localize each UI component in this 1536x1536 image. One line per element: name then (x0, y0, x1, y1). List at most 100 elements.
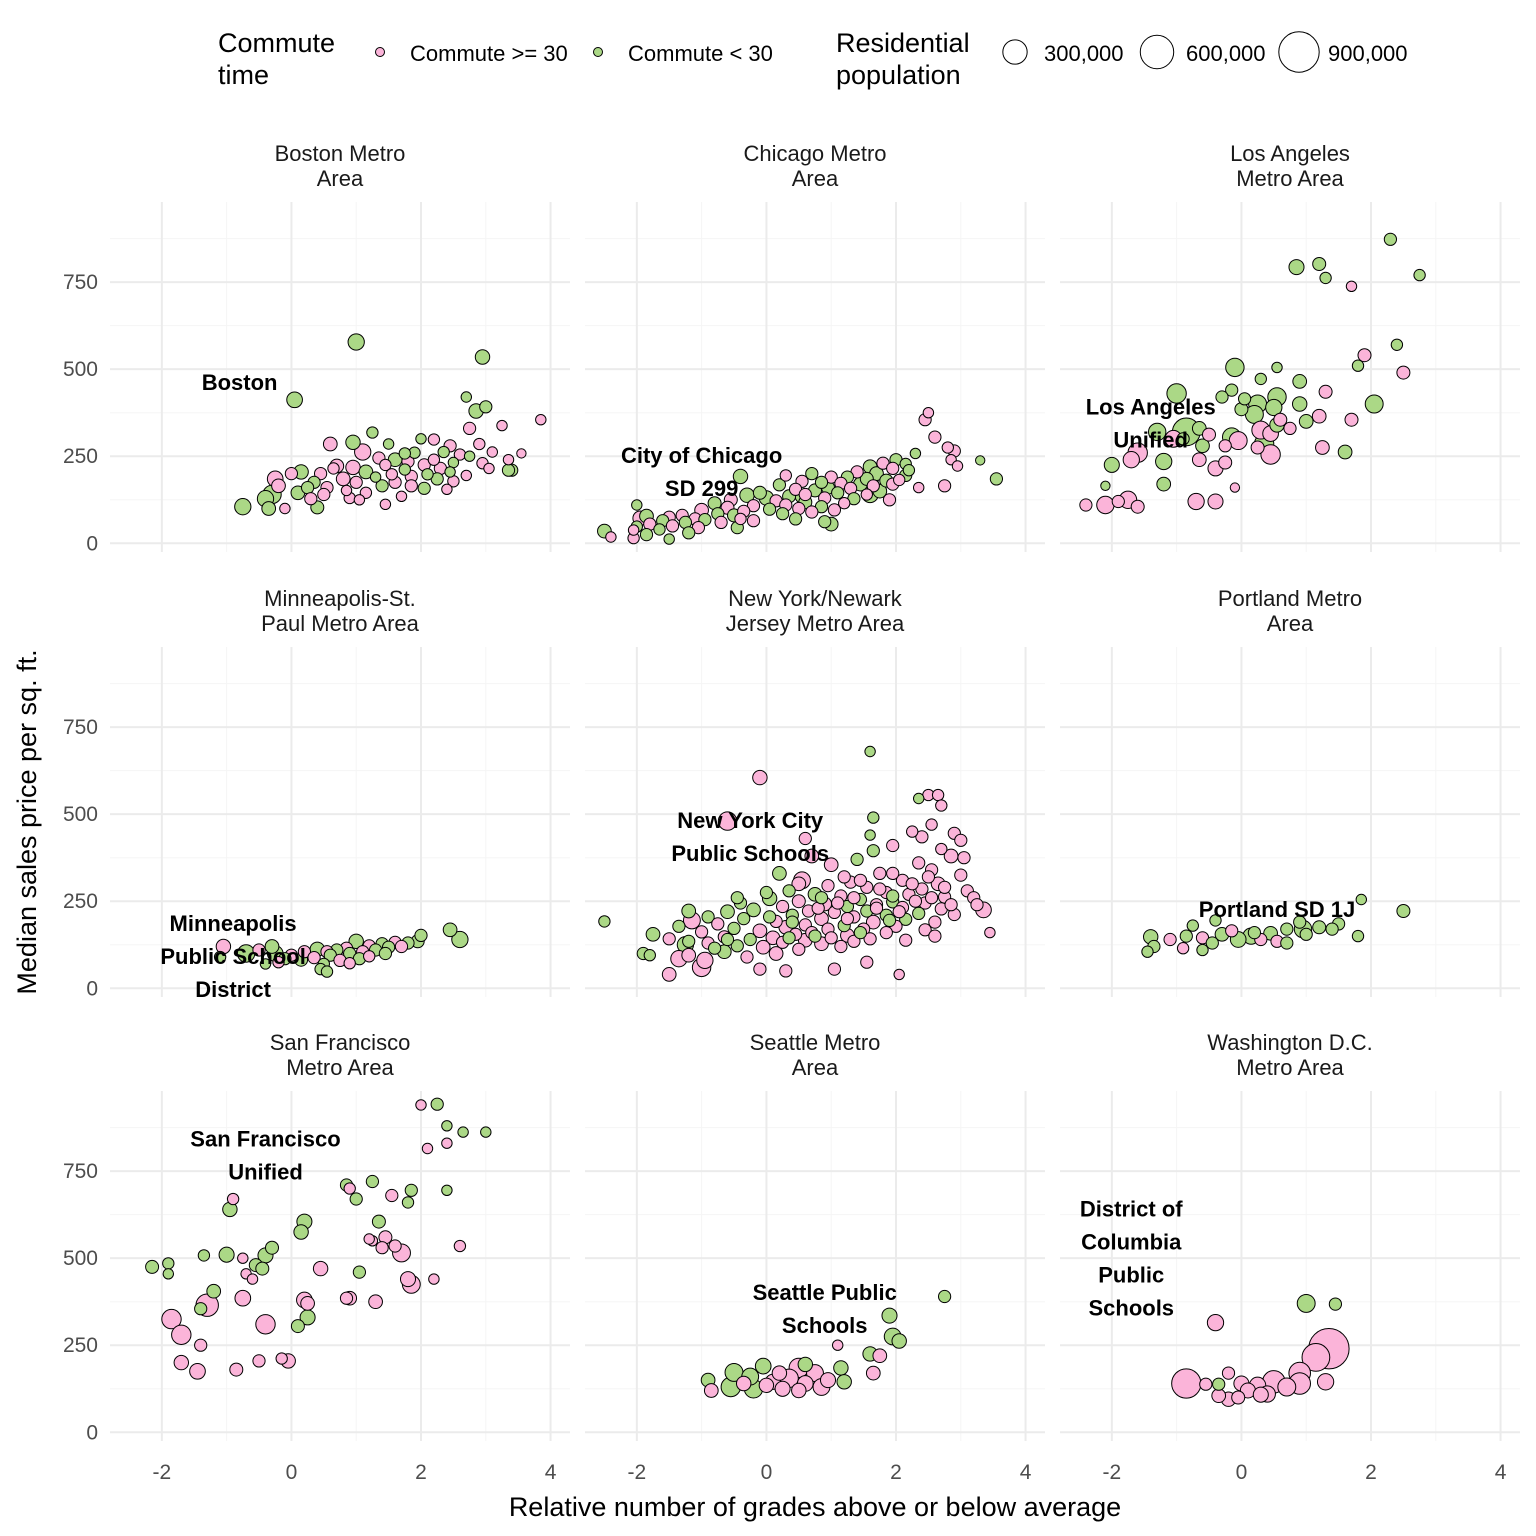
data-point (313, 466, 328, 481)
data-point (720, 904, 735, 920)
data-point (369, 471, 382, 483)
data-point (905, 877, 919, 891)
data-point (340, 484, 353, 497)
data-point (791, 1382, 807, 1399)
data-point (645, 926, 661, 942)
panel-points (1141, 893, 1411, 958)
data-point (300, 1296, 315, 1311)
data-point (935, 799, 948, 812)
data-point (631, 499, 643, 511)
data-point (1111, 494, 1125, 509)
y-tick-label: 0 (86, 532, 98, 555)
data-point (415, 1099, 427, 1111)
y-tick-label: 750 (63, 1160, 98, 1183)
panel-grid (110, 202, 570, 552)
data-point (782, 884, 796, 898)
data-point (746, 902, 761, 918)
data-point (1396, 904, 1411, 918)
data-point (317, 487, 331, 502)
data-point (665, 519, 680, 533)
data-point (1357, 348, 1372, 363)
panel-annotation: Minneapolis Public School District (160, 911, 305, 1002)
data-point (352, 1265, 367, 1279)
panel-6: San Francisco Metro Area 0 250 500 750 -2 0 2 4 Sa… (63, 1030, 570, 1484)
data-point (213, 950, 227, 964)
data-point (1318, 384, 1333, 399)
data-point (785, 915, 799, 929)
data-point (290, 1319, 305, 1334)
data-point (171, 1324, 192, 1346)
data-point (1311, 408, 1327, 424)
data-point (378, 946, 393, 961)
panel-annotation: City of Chicago SD 299 (621, 443, 782, 501)
data-point (441, 483, 453, 496)
data-point (275, 1352, 288, 1365)
data-point (1176, 942, 1190, 955)
data-point (379, 498, 392, 511)
chart-panels: Boston Metro Area 0 250 500 750 Boston Chicago … (63, 141, 1520, 1484)
data-point (912, 856, 926, 870)
data-point (345, 434, 361, 451)
data-point (730, 939, 744, 953)
data-point (1231, 1390, 1246, 1405)
data-point (1221, 1366, 1236, 1380)
data-point (720, 932, 735, 947)
data-point (853, 873, 868, 887)
data-point (421, 468, 434, 481)
data-point (348, 933, 364, 950)
data-point (483, 462, 495, 475)
data-point (743, 932, 757, 947)
data-point (662, 932, 676, 946)
legend-label-lt30: Commute < 30 (628, 41, 773, 66)
data-point (1301, 1343, 1331, 1372)
legend-size-item-0: 300,000 (1002, 39, 1124, 66)
data-point (322, 436, 338, 452)
data-point (457, 1126, 469, 1138)
data-point (681, 947, 697, 963)
data-point (1166, 383, 1187, 404)
data-point (1228, 431, 1248, 451)
data-point (486, 446, 499, 458)
data-point (1176, 432, 1190, 446)
data-point (771, 1365, 788, 1381)
data-point (605, 531, 617, 543)
data-point (339, 1291, 354, 1305)
data-point (827, 962, 842, 976)
data-point (891, 1333, 907, 1349)
x-tick-label: -2 (627, 1461, 646, 1484)
data-point (441, 1137, 453, 1149)
data-point (893, 968, 905, 981)
data-point (427, 453, 441, 466)
data-point (1271, 361, 1283, 374)
data-point (473, 437, 486, 451)
data-point (1291, 396, 1308, 412)
data-point (921, 870, 936, 884)
data-point (866, 844, 880, 858)
data-point (404, 1183, 418, 1197)
data-point (909, 447, 922, 460)
data-point (430, 1097, 444, 1111)
y-tick-label: 250 (63, 445, 98, 468)
data-point (1288, 259, 1305, 276)
data-point (1196, 943, 1209, 957)
data-point (320, 965, 334, 978)
data-point (194, 1338, 208, 1352)
data-point (714, 515, 728, 530)
data-point (304, 492, 318, 506)
panel-title: New York/Newark Jersey Metro Area (726, 586, 905, 636)
data-point (401, 1196, 415, 1209)
panel-annotation: Boston (202, 370, 278, 395)
data-point (496, 419, 508, 432)
data-point (782, 931, 796, 945)
data-point (379, 458, 392, 472)
panel-2: Los Angeles Metro Area Los Angeles Unified (1060, 141, 1520, 552)
panel-annotation: Los Angeles Unified (1086, 394, 1216, 452)
data-point (1280, 922, 1294, 936)
data-point (1218, 455, 1233, 470)
data-point (1206, 1313, 1225, 1332)
data-point (772, 866, 787, 881)
data-point (1225, 924, 1239, 938)
data-point (535, 413, 547, 426)
data-point (229, 1362, 244, 1377)
legend-size-label-2: 900,000 (1328, 41, 1408, 66)
